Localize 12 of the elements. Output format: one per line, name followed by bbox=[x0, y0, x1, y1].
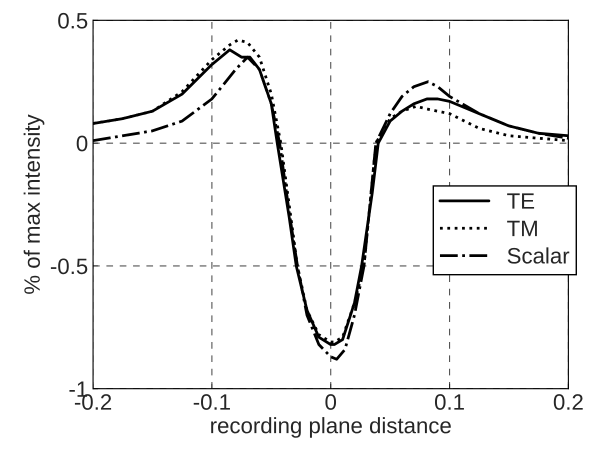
y-tick-label: 0 bbox=[76, 136, 88, 152]
y-tick-label: 0.5 bbox=[58, 12, 88, 29]
y-tick-label: -0.5 bbox=[50, 258, 88, 274]
legend-label: TM bbox=[507, 220, 537, 236]
y-axis-title: % of max intensity bbox=[24, 114, 44, 294]
x-tick-label: 0 bbox=[325, 394, 336, 410]
legend-label: Scalar bbox=[508, 247, 570, 264]
x-tick-label: 0.1 bbox=[434, 394, 464, 410]
x-tick-label: -0.1 bbox=[194, 394, 230, 410]
legend-label: TE bbox=[507, 193, 534, 209]
x-tick-label: 0.2 bbox=[554, 394, 583, 410]
x-axis-title: recording plane distance bbox=[211, 417, 451, 438]
